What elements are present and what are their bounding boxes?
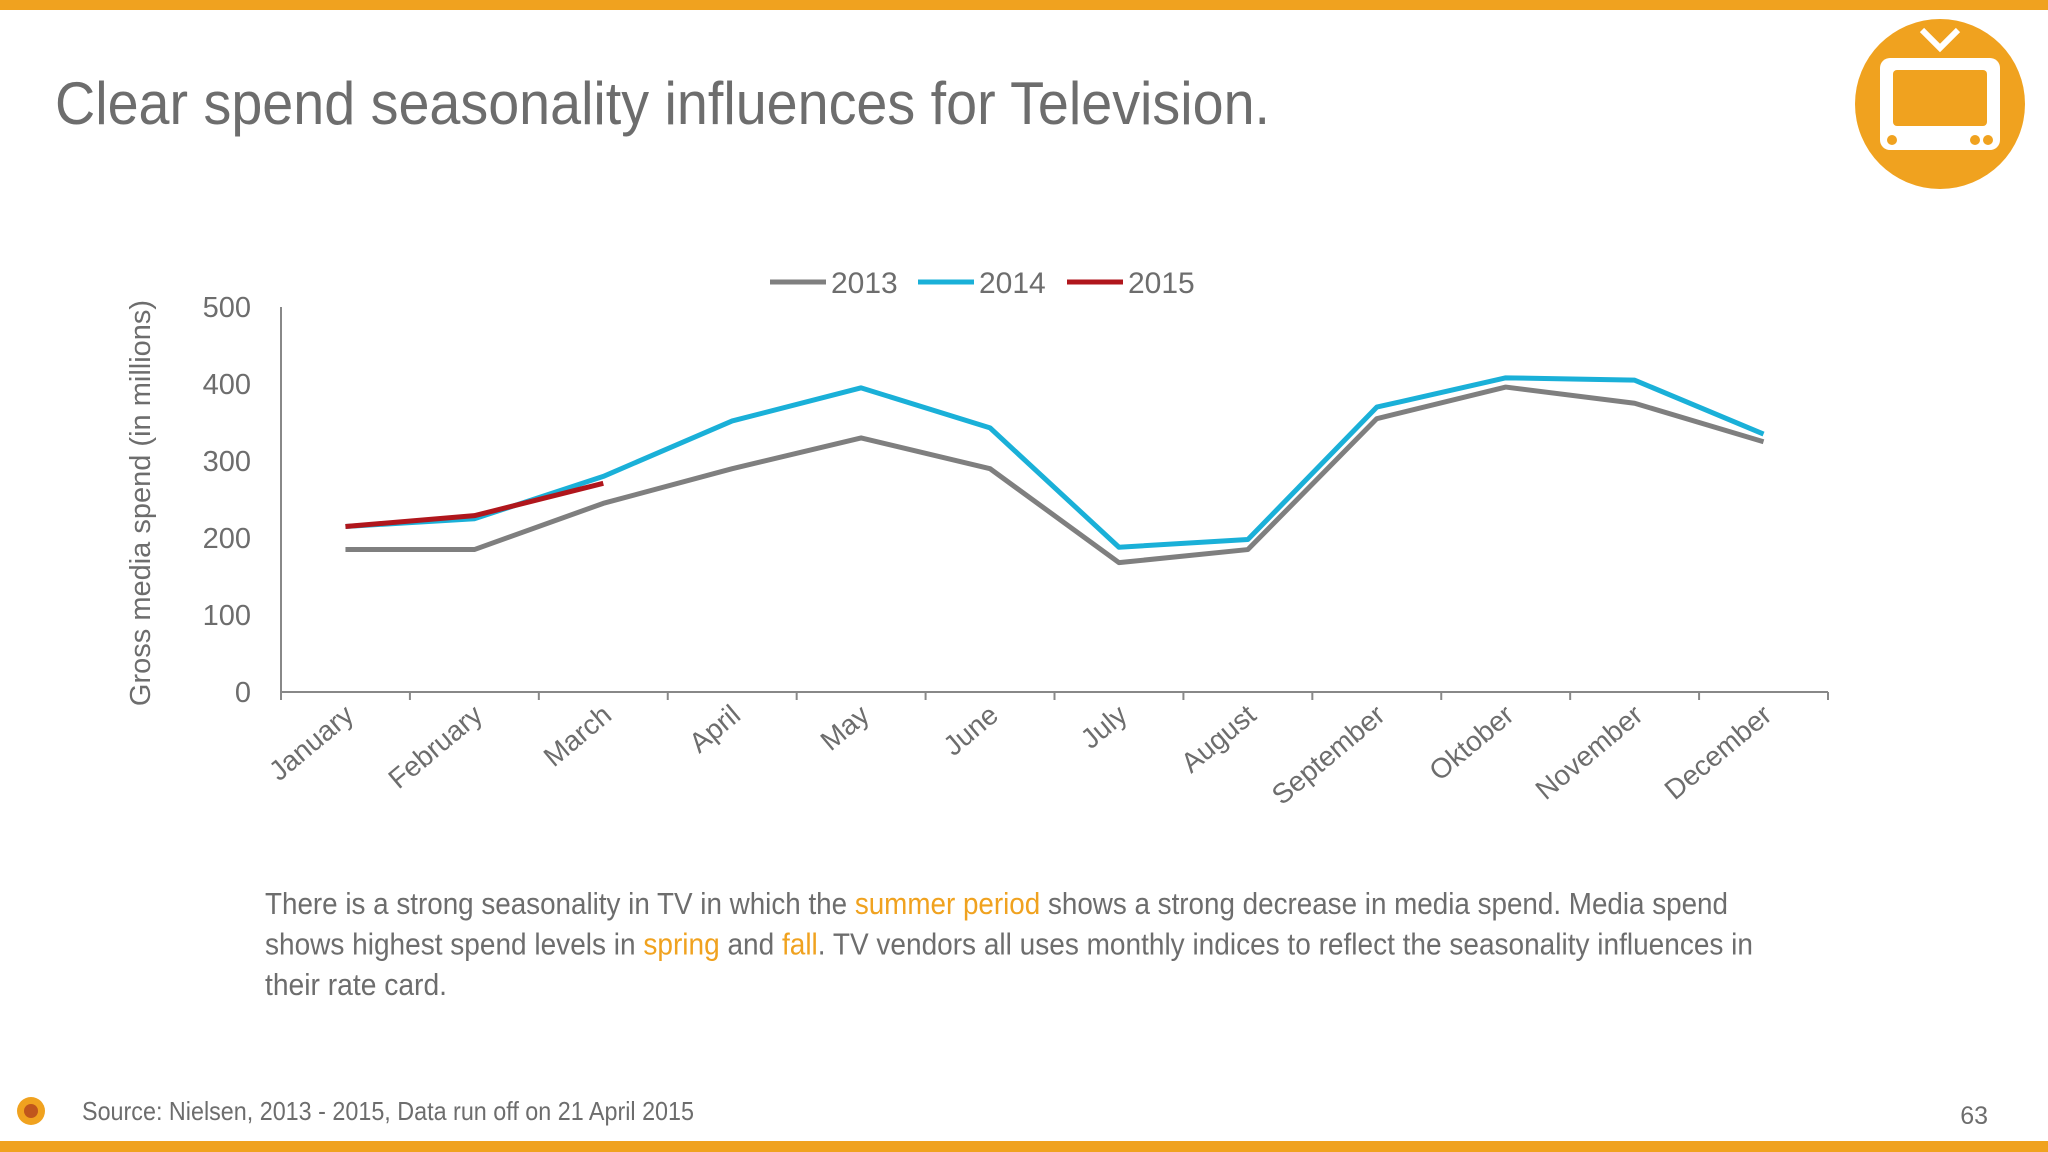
x-tick-label: November bbox=[1530, 699, 1649, 806]
y-tick-label: 400 bbox=[203, 369, 251, 401]
body-text: shows highest spend levels in spring and… bbox=[265, 927, 1753, 962]
body-segment: and bbox=[720, 927, 782, 962]
x-tick-label: Oktober bbox=[1423, 699, 1519, 787]
x-tick-label: January bbox=[263, 699, 359, 787]
body-text: their rate card. bbox=[265, 967, 447, 1002]
y-tick-label: 500 bbox=[203, 292, 251, 324]
x-tick-label: July bbox=[1075, 699, 1133, 755]
y-tick-label: 300 bbox=[203, 446, 251, 478]
y-tick-label: 200 bbox=[203, 523, 251, 555]
x-tick-label: April bbox=[683, 699, 746, 759]
body-segment: shows a strong decrease in media spend. … bbox=[1040, 886, 1728, 921]
y-tick-label: 100 bbox=[203, 600, 251, 632]
x-tick-label: May bbox=[815, 699, 875, 757]
slide-title: Clear spend seasonality influences for T… bbox=[55, 70, 1270, 137]
series-line bbox=[345, 480, 604, 529]
legend-label: 2015 bbox=[1128, 267, 1195, 300]
highlight: summer period bbox=[855, 886, 1040, 921]
legend-label: 2014 bbox=[979, 267, 1046, 300]
top-bar bbox=[0, 0, 2048, 10]
series-line bbox=[345, 375, 1765, 550]
x-tick-label: December bbox=[1659, 699, 1778, 806]
x-tick-label: March bbox=[538, 699, 618, 773]
x-tick-label: August bbox=[1175, 699, 1262, 779]
x-tick-label: June bbox=[937, 699, 1003, 762]
highlight: fall bbox=[782, 927, 818, 962]
legend-label: 2013 bbox=[831, 267, 898, 300]
body-segment: . TV vendors all uses monthly indices to… bbox=[818, 927, 1753, 962]
x-tick-label: September bbox=[1266, 699, 1391, 811]
page-number: 63 bbox=[1960, 1102, 1988, 1130]
body-segment: There is a strong seasonality in TV in w… bbox=[265, 886, 855, 921]
source: Source: Nielsen, 2013 - 2015, Data run o… bbox=[82, 1096, 694, 1126]
body-text: There is a strong seasonality in TV in w… bbox=[265, 886, 1728, 921]
body-segment: their rate card. bbox=[265, 967, 447, 1002]
logo bbox=[17, 1097, 45, 1125]
bottom-bar bbox=[0, 1141, 2048, 1152]
body-segment: shows highest spend levels in bbox=[265, 927, 643, 962]
x-tick-label: February bbox=[382, 699, 488, 795]
series-line bbox=[345, 384, 1765, 566]
y-tick-label: 0 bbox=[235, 677, 251, 709]
highlight: spring bbox=[643, 927, 719, 962]
tv-icon bbox=[1855, 19, 2025, 189]
y-axis-label: Gross media spend (in millions) bbox=[125, 300, 157, 706]
